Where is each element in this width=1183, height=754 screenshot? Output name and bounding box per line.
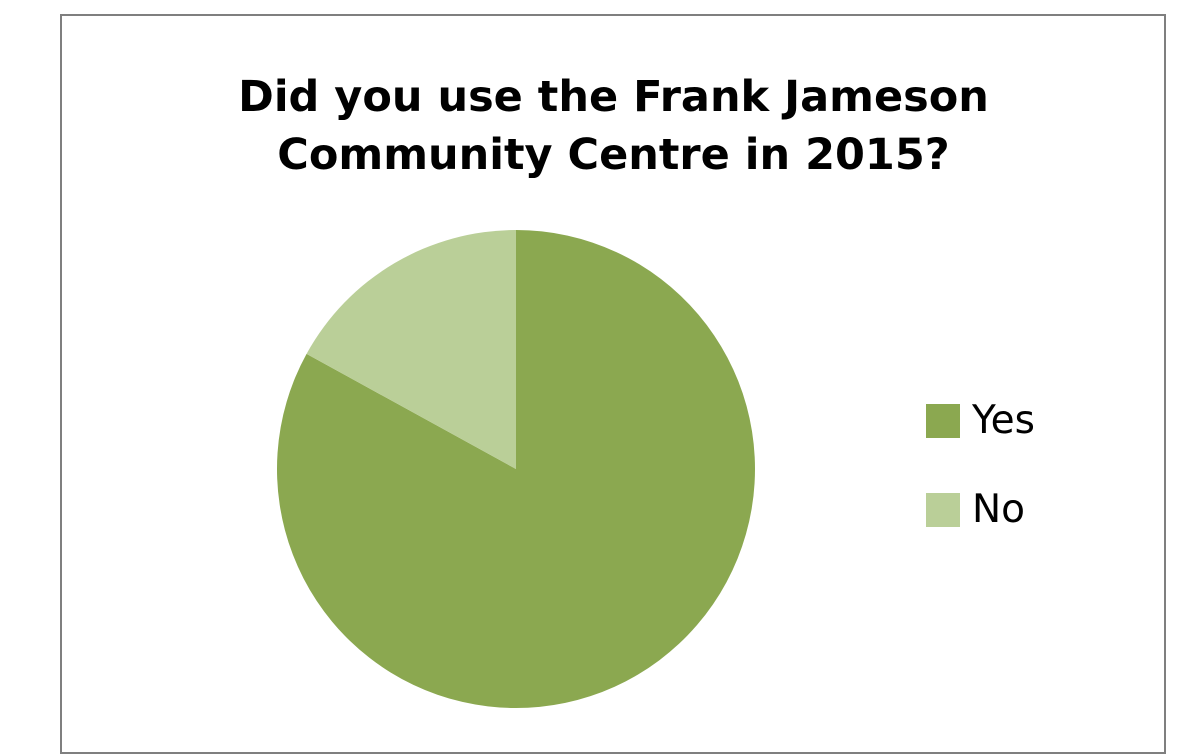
legend-item-yes: Yes [926, 391, 1035, 451]
pie-slice-yes [276, 230, 755, 708]
chart-title: Did you use the Frank Jameson Community … [0, 68, 1183, 184]
legend-swatch-no [926, 493, 960, 527]
legend-label-yes: Yes [972, 398, 1035, 443]
chart-title-line-2: Community Centre in 2015? [277, 130, 950, 180]
legend-swatch-yes [926, 404, 960, 438]
chart-title-line-1: Did you use the Frank Jameson [238, 72, 989, 122]
pie-chart [276, 230, 755, 708]
legend-label-no: No [972, 487, 1026, 532]
chart-legend: Yes No [926, 391, 1035, 569]
legend-item-no: No [926, 480, 1035, 540]
pie-slice-no [306, 230, 516, 469]
